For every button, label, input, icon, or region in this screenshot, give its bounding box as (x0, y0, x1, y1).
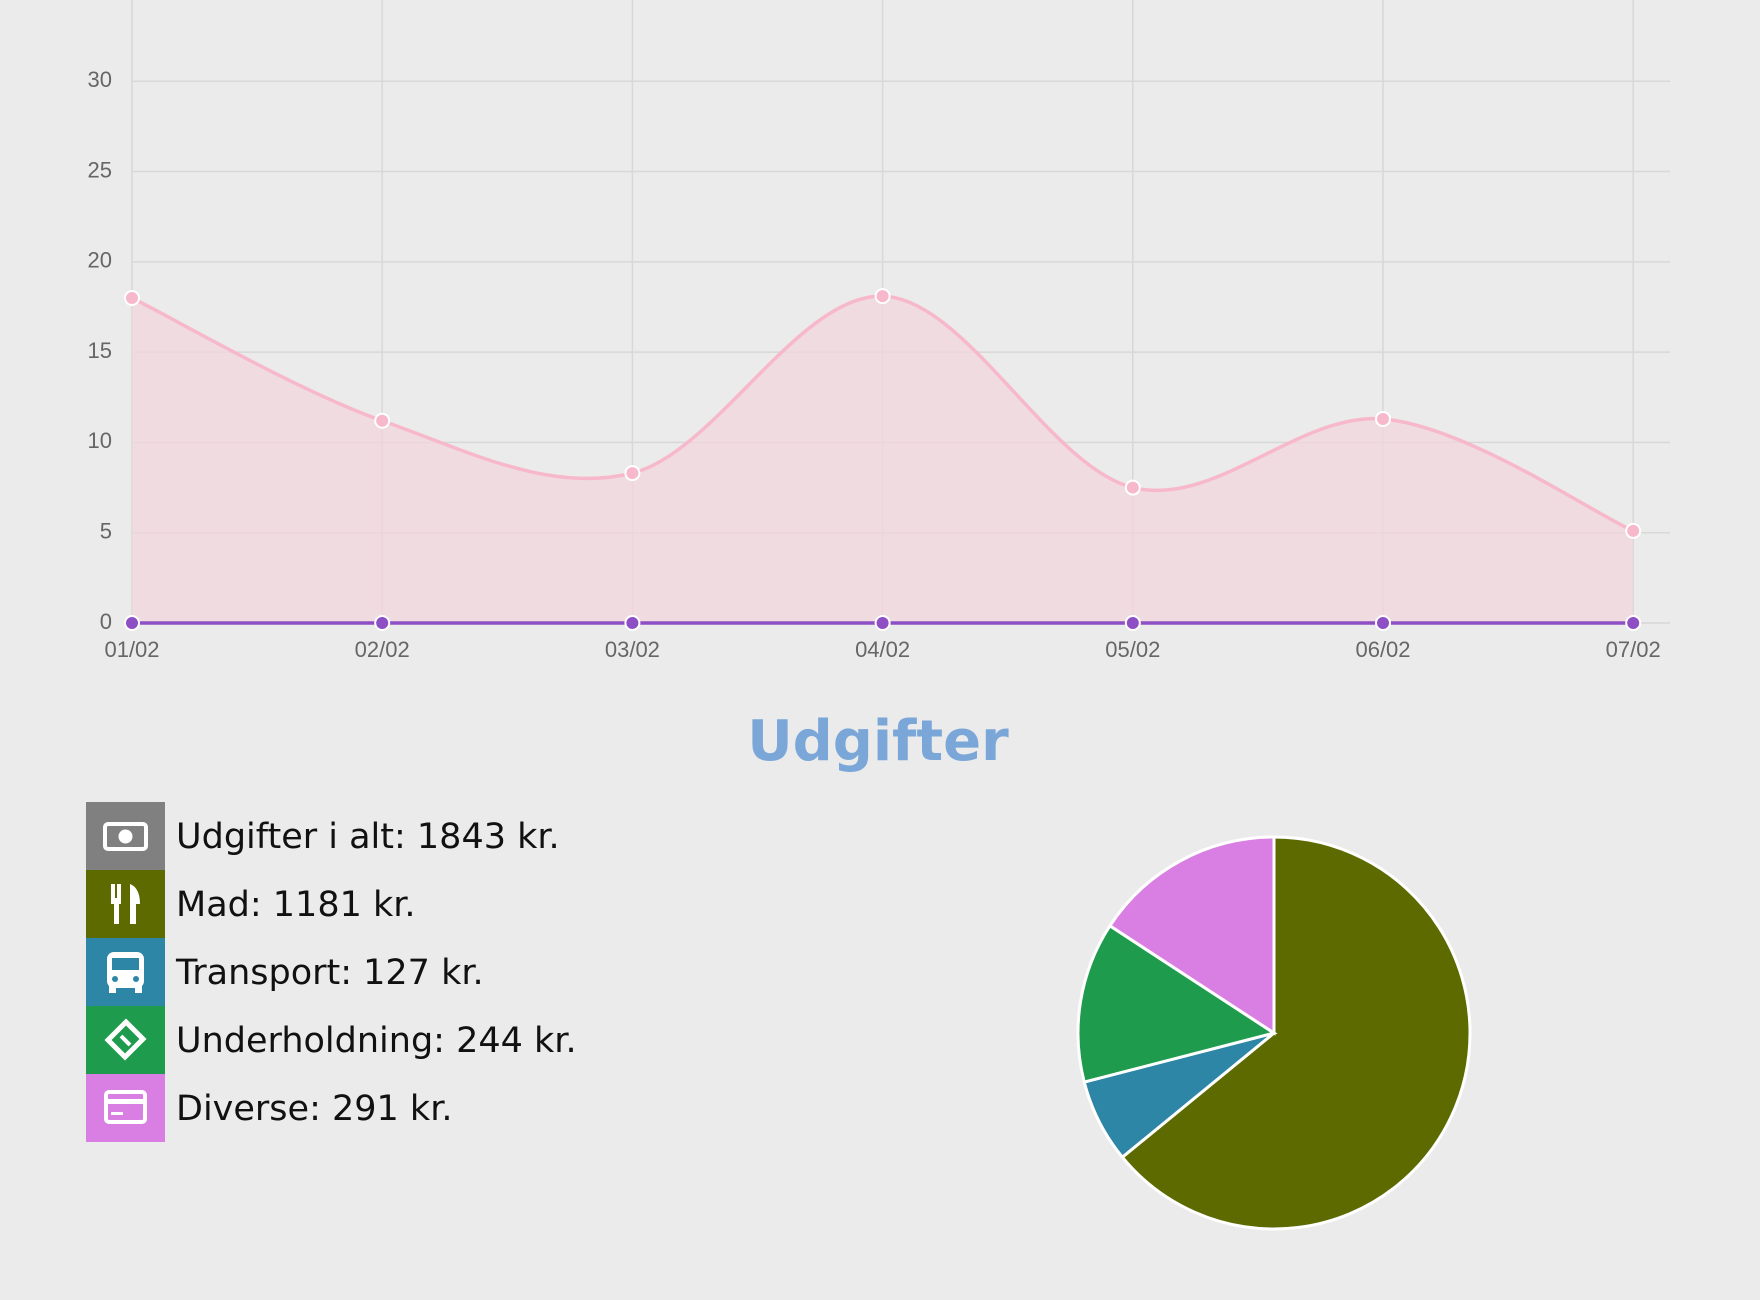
y-tick-label: 5 (100, 519, 112, 544)
icon-card (86, 1074, 165, 1142)
point (374, 615, 391, 631)
point (624, 465, 641, 482)
pie-chart (1076, 835, 1472, 1231)
point (1375, 615, 1391, 631)
x-tick-label: 05/02 (1105, 637, 1160, 662)
x-tick-label: 01/02 (104, 637, 159, 662)
icon-ticket (86, 1006, 165, 1074)
expense-list: Udgifter i alt: 1843 kr. Mad: 1181 kr. Tra… (86, 802, 577, 1142)
point (624, 615, 641, 631)
y-tick-label: 15 (88, 338, 112, 363)
y-tick-label: 10 (88, 428, 112, 453)
point (1124, 615, 1141, 631)
point (124, 615, 140, 631)
y-tick-label: 30 (88, 67, 112, 92)
pie-slice (1107, 835, 1276, 1036)
expense-row: Underholdning: 244 kr. (176, 1021, 577, 1061)
y-tick-label: 0 (100, 609, 112, 634)
point (1625, 522, 1642, 539)
expense-row: Transport: 127 kr. (175, 953, 484, 993)
point (1625, 615, 1642, 631)
expense-row: Diverse: 291 kr. (176, 1089, 453, 1129)
point (874, 288, 891, 305)
point (1375, 410, 1391, 427)
section-title: Udgifter (747, 709, 1009, 774)
x-tick-label: 02/02 (355, 637, 410, 662)
line-chart: 0 5 10 15 20 25 30 01/02 02/02 03/02 04/02 05/02 06/… (88, 0, 1670, 662)
y-tick-label: 20 (88, 248, 112, 273)
point (124, 289, 140, 306)
area (132, 296, 1634, 623)
expense-row: Mad: 1181 kr. (176, 885, 416, 925)
pie-slice (1076, 923, 1278, 1084)
icon-bus (86, 938, 165, 1006)
point (1124, 479, 1141, 496)
x-tick-label: 07/02 (1606, 637, 1661, 662)
expense-row: Udgifter i alt: 1843 kr. (176, 817, 560, 857)
y-tick-label: 25 (88, 157, 112, 182)
x-tick-label: 04/02 (855, 637, 910, 662)
point (374, 412, 391, 429)
x-tick-label: 06/02 (1355, 637, 1410, 662)
icon-food (86, 870, 165, 938)
x-tick-label: 03/02 (605, 637, 660, 662)
icon-money (86, 802, 165, 870)
point (874, 615, 891, 631)
pie-slice (1120, 835, 1472, 1231)
